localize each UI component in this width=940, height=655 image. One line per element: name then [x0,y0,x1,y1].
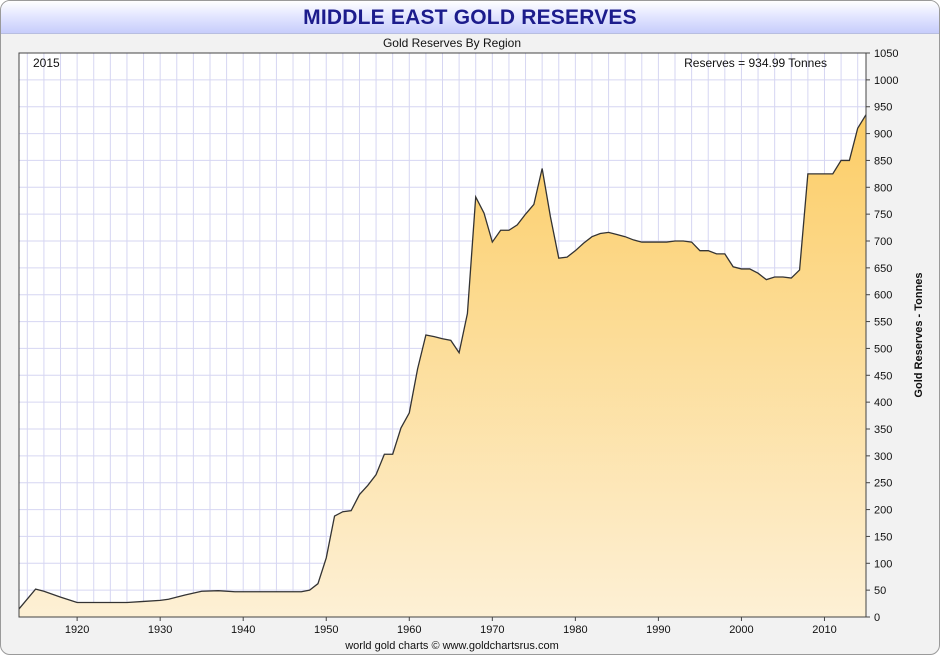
y-tick-label: 900 [874,129,892,141]
reserves-readout: Reserves = 934.99 Tonnes [684,56,827,70]
y-tick-label: 800 [874,182,892,194]
year-label: 2015 [33,56,60,70]
x-tick-label: 2010 [812,624,836,636]
y-tick-label: 1050 [874,48,898,60]
y-tick-label: 100 [874,558,892,570]
y-tick-label: 50 [874,585,886,597]
x-tick-label: 1980 [563,624,587,636]
plot-border [18,52,867,618]
y-axis-label: Gold Reserves - Tonnes [913,272,925,397]
x-tick-label: 1960 [397,624,421,636]
reserves-line [19,114,866,610]
y-tick-label: 550 [874,317,892,329]
x-tick-label: 1950 [314,624,338,636]
y-tick-label: 950 [874,102,892,114]
y-tick-label: 650 [874,263,892,275]
y-tick-label: 600 [874,290,892,302]
x-tick-label: 1930 [148,624,172,636]
y-tick-label: 0 [874,612,880,624]
y-tick-label: 1000 [874,75,898,87]
y-axis-ticks: 0 50 100 150 200 250 300 350 400 450 500 550 600 650 7… [866,48,898,624]
y-tick-label: 500 [874,343,892,355]
y-tick-label: 400 [874,397,892,409]
y-tick-label: 250 [874,478,892,490]
y-tick-label: 850 [874,155,892,167]
y-tick-label: 150 [874,531,892,543]
x-tick-label: 1940 [231,624,255,636]
x-axis-ticks: 1920 1930 1940 1950 1960 1970 1980 1990 2000 2010 [65,617,837,636]
x-tick-label: 1920 [65,624,89,636]
page-title: MIDDLE EAST GOLD RESERVES [303,6,637,29]
y-tick-label: 450 [874,370,892,382]
chart-footer: world gold charts © www.goldchartsrus.co… [344,640,559,652]
y-tick-label: 300 [874,451,892,463]
y-tick-label: 350 [874,424,892,436]
reserves-area [19,114,866,617]
x-tick-label: 1990 [646,624,670,636]
x-tick-label: 1970 [480,624,504,636]
chart-subtitle: Gold Reserves By Region [383,36,521,50]
y-tick-label: 750 [874,209,892,221]
y-tick-label: 200 [874,505,892,517]
y-tick-label: 700 [874,236,892,248]
x-tick-label: 2000 [729,624,753,636]
title-bar: MIDDLE EAST GOLD RESERVES [1,1,939,34]
